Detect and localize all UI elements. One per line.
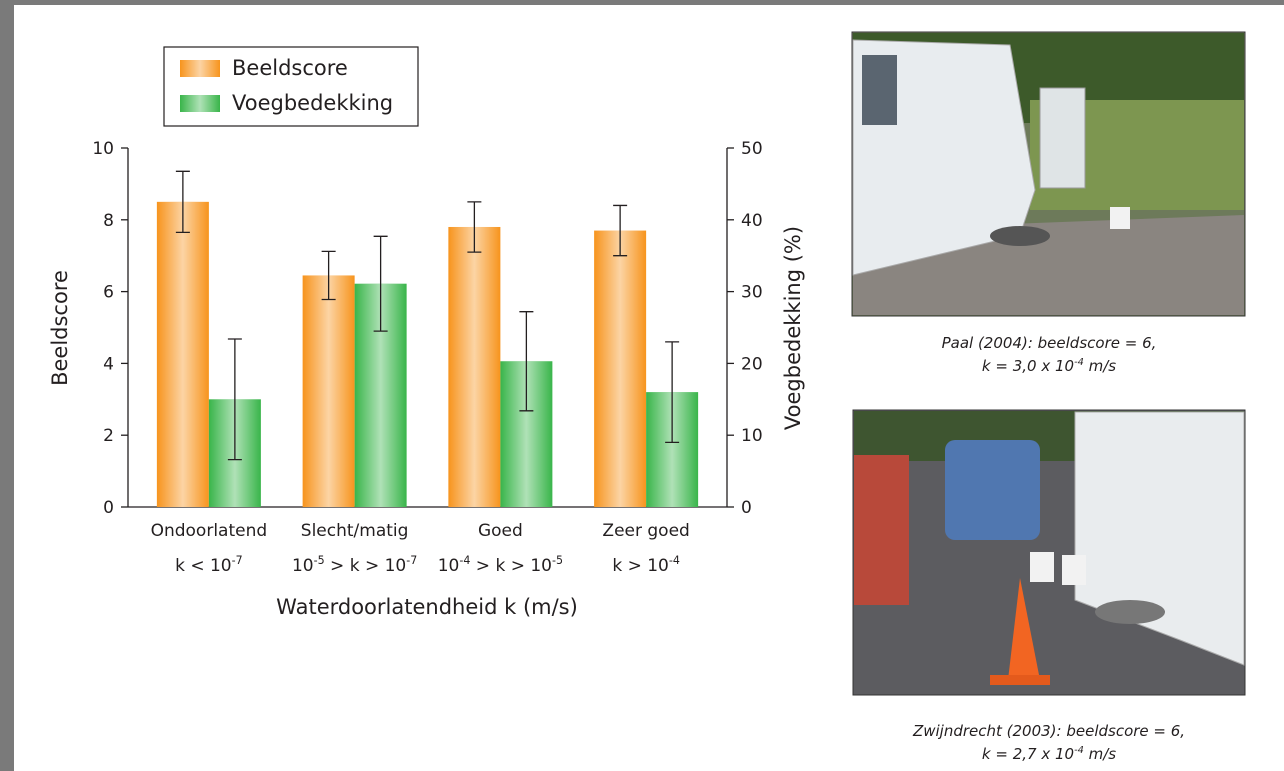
superscript: -7 xyxy=(406,554,417,567)
legend-swatch-sheen xyxy=(180,95,220,112)
x-tick-sublabel: k < 10-7 xyxy=(175,554,243,576)
frame-top xyxy=(0,0,1284,5)
photo-bucket xyxy=(1030,552,1054,582)
superscript: -4 xyxy=(459,554,470,567)
y-axis-title: Beeldscore xyxy=(48,270,72,386)
photo-bucket xyxy=(1110,207,1130,229)
y-tick-label: 0 xyxy=(103,498,114,518)
photo-cone-base xyxy=(990,675,1050,685)
photo-caption: k = 2,7 x 10-4 m/s xyxy=(982,745,1116,763)
y2-tick-label: 10 xyxy=(741,426,763,446)
text-segment: k = 3,0 x 10 xyxy=(982,357,1074,375)
photo-blue-van xyxy=(945,440,1040,540)
text-segment: k > 10 xyxy=(612,556,669,576)
text-segment: k = 2,7 x 10 xyxy=(982,745,1074,763)
frame-left xyxy=(0,0,14,771)
x-tick-sublabel: k > 10-4 xyxy=(612,554,680,576)
text-segment: Paal (2004): beeldscore = 6, xyxy=(942,334,1157,352)
y2-tick-label: 30 xyxy=(741,283,763,303)
error-bar xyxy=(467,201,482,253)
photo-door xyxy=(1039,87,1086,189)
superscript: -7 xyxy=(232,554,243,567)
y-tick-label: 2 xyxy=(103,426,114,446)
photo-cone xyxy=(1008,578,1040,680)
bar-sheen xyxy=(156,201,209,507)
x-tick-label: Zeer goed xyxy=(602,521,689,541)
y2-axis-title: Voegbedekking (%) xyxy=(781,226,805,430)
legend-label: Voegbedekking xyxy=(232,91,393,115)
photo-caption: k = 3,0 x 10-4 m/s xyxy=(982,357,1116,375)
bar-sheen xyxy=(448,226,501,508)
y-tick-label: 10 xyxy=(92,139,114,159)
x-tick-sublabel: 10-5 > k > 10-7 xyxy=(292,554,417,576)
photo xyxy=(852,409,1246,696)
bar-sheen xyxy=(594,230,647,507)
x-tick-label: Goed xyxy=(478,521,523,541)
error-bar xyxy=(227,338,242,461)
text-segment: m/s xyxy=(1084,357,1116,375)
y2-tick-label: 40 xyxy=(741,211,763,231)
photo-red-car xyxy=(854,455,909,605)
text-segment: > k > 10 xyxy=(325,556,407,576)
photo-caption: Paal (2004): beeldscore = 6, xyxy=(942,334,1157,352)
error-bar xyxy=(519,311,534,412)
superscript: -5 xyxy=(314,554,325,567)
text-segment: m/s xyxy=(1084,745,1116,763)
superscript: -4 xyxy=(669,554,680,567)
x-tick-label: Slecht/matig xyxy=(301,521,409,541)
text-segment: 10 xyxy=(292,556,314,576)
y2-tick-label: 0 xyxy=(741,498,752,518)
error-bar xyxy=(175,170,190,234)
legend-label: Beeldscore xyxy=(232,56,348,80)
x-axis-title: Waterdoorlatendheid k (m/s) xyxy=(276,595,578,619)
y2-tick-label: 20 xyxy=(741,354,763,374)
error-bar xyxy=(373,235,388,332)
y2-tick-label: 50 xyxy=(741,139,763,159)
error-bar xyxy=(321,250,336,301)
x-tick-label: Ondoorlatend xyxy=(151,521,268,541)
legend-swatch-sheen xyxy=(180,60,220,77)
superscript: -4 xyxy=(1074,357,1084,368)
text-segment: k < 10 xyxy=(175,556,232,576)
x-tick-sublabel: 10-4 > k > 10-5 xyxy=(438,554,563,576)
photo-ring xyxy=(1095,600,1165,624)
photo xyxy=(851,31,1246,317)
bar-sheen xyxy=(302,275,355,507)
photo-ring xyxy=(990,226,1050,246)
photo-window xyxy=(862,55,897,125)
text-segment: > k > 10 xyxy=(470,556,552,576)
photo-van xyxy=(852,39,1036,276)
superscript: -5 xyxy=(552,554,563,567)
photo-caption: Zwijndrecht (2003): beeldscore = 6, xyxy=(912,722,1185,740)
text-segment: Zwijndrecht (2003): beeldscore = 6, xyxy=(912,722,1185,740)
photo-bucket xyxy=(1062,555,1086,585)
y-tick-label: 4 xyxy=(103,354,114,374)
y-tick-label: 8 xyxy=(103,211,114,231)
error-bar xyxy=(665,341,680,444)
superscript: -4 xyxy=(1074,745,1084,756)
y-tick-label: 6 xyxy=(103,283,114,303)
error-bar xyxy=(613,204,628,257)
text-segment: 10 xyxy=(438,556,460,576)
